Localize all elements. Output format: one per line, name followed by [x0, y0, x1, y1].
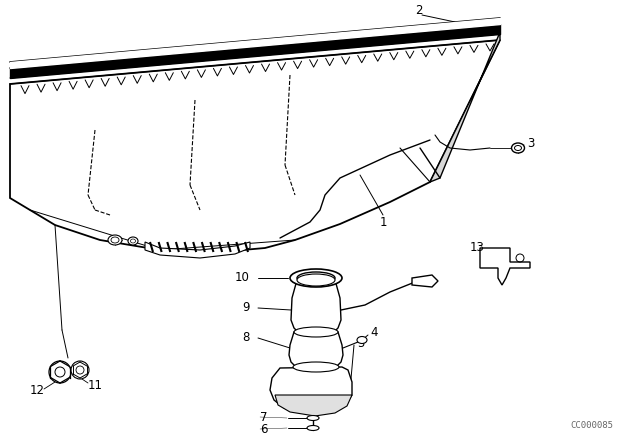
Ellipse shape: [293, 362, 339, 372]
Ellipse shape: [297, 274, 335, 286]
Polygon shape: [480, 248, 530, 285]
Circle shape: [71, 361, 89, 379]
Circle shape: [49, 361, 71, 383]
Text: 4: 4: [370, 326, 378, 339]
Text: 13: 13: [470, 241, 485, 254]
Polygon shape: [412, 275, 438, 287]
Text: CC000085: CC000085: [570, 421, 613, 430]
Text: 12: 12: [30, 383, 45, 396]
Ellipse shape: [307, 426, 319, 431]
Text: 3: 3: [527, 137, 534, 150]
Text: 5: 5: [357, 336, 364, 349]
Ellipse shape: [294, 327, 338, 337]
Text: 6: 6: [260, 422, 268, 435]
Ellipse shape: [511, 143, 525, 153]
Ellipse shape: [108, 235, 122, 245]
Text: 2: 2: [415, 4, 422, 17]
Polygon shape: [145, 242, 250, 258]
Text: 8: 8: [242, 331, 250, 344]
Polygon shape: [291, 280, 341, 332]
Polygon shape: [275, 395, 352, 416]
Text: 9: 9: [242, 301, 250, 314]
Polygon shape: [270, 367, 352, 413]
Text: 10: 10: [235, 271, 250, 284]
Polygon shape: [430, 32, 500, 182]
Polygon shape: [289, 332, 343, 367]
Ellipse shape: [290, 269, 342, 287]
Text: 1: 1: [380, 215, 387, 228]
Polygon shape: [10, 40, 500, 252]
Text: 7: 7: [260, 410, 268, 423]
Ellipse shape: [128, 237, 138, 245]
Ellipse shape: [357, 336, 367, 344]
Text: 11: 11: [88, 379, 103, 392]
Ellipse shape: [307, 415, 319, 421]
Ellipse shape: [297, 272, 335, 284]
